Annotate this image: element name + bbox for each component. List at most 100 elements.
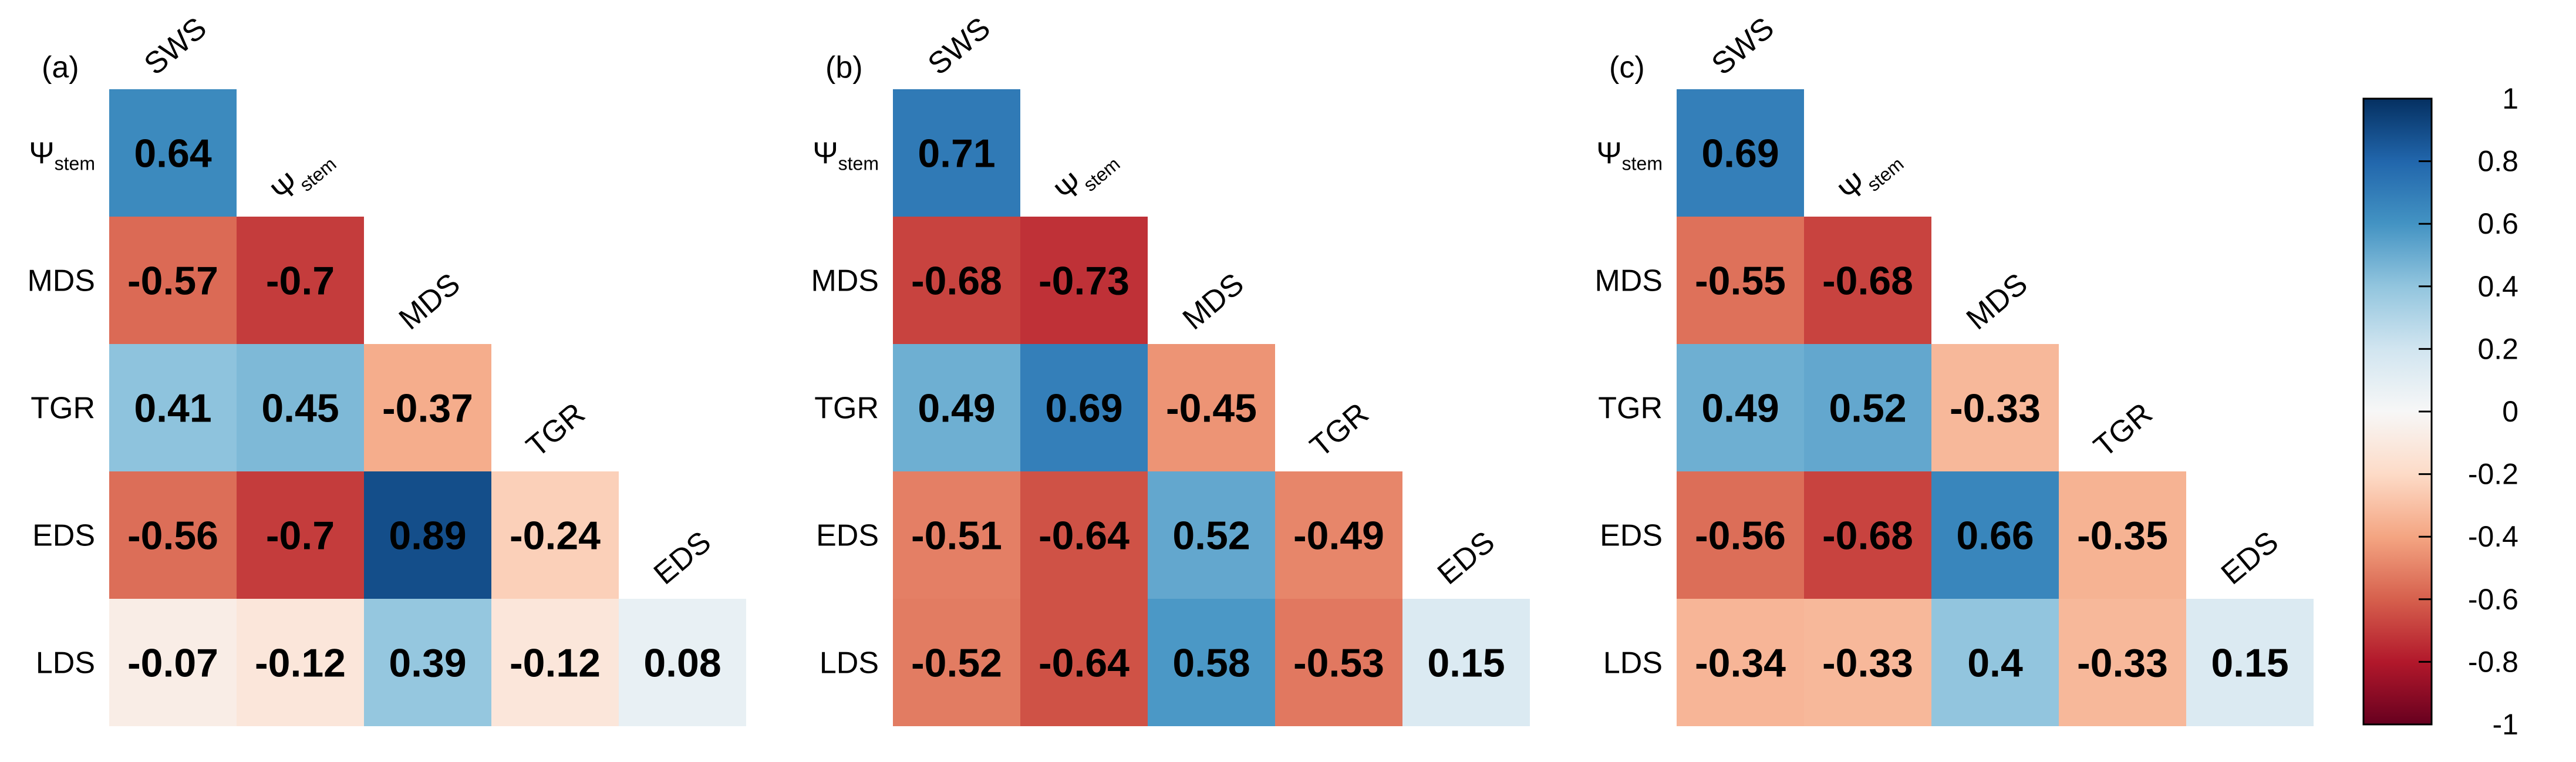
column-label: Ψstem xyxy=(1049,140,1124,212)
column-label: TGR xyxy=(2088,396,2159,464)
cell-value-label: -0.33 xyxy=(1950,386,2041,431)
cell-value-label: -0.33 xyxy=(2077,641,2168,686)
row-label: MDS xyxy=(27,264,95,298)
panel-label: (b) xyxy=(825,50,863,85)
colorbar-tick-label: 0.4 xyxy=(2477,270,2518,303)
row-label: MDS xyxy=(1594,264,1663,298)
row-label: Ψstem xyxy=(29,137,95,174)
cell-value-label: 0.08 xyxy=(643,641,721,686)
colorbar-tick-label: -0.2 xyxy=(2468,458,2518,491)
row-label: Ψstem xyxy=(812,137,879,174)
heatmap-cell xyxy=(1931,471,2059,599)
row-label: TGR xyxy=(1598,392,1663,426)
heatmap-cell xyxy=(109,599,237,726)
row-label: EDS xyxy=(1600,519,1663,553)
heatmap-cell xyxy=(109,217,237,344)
colorbar-tick-label: -1 xyxy=(2493,708,2518,741)
heatmap-cell xyxy=(893,599,1020,726)
column-label: SWS xyxy=(1705,11,1781,82)
column-label: EDS xyxy=(2215,525,2285,591)
heatmap-cell xyxy=(1148,344,1275,471)
heatmap-cell xyxy=(893,471,1020,599)
cell-value-label: -0.12 xyxy=(255,641,346,686)
cell-value-label: -0.56 xyxy=(127,514,218,558)
cell-value-label: -0.7 xyxy=(266,514,335,558)
colorbar-tick-label: 0.8 xyxy=(2477,145,2518,178)
heatmap-cell xyxy=(2059,599,2186,726)
cell-value-label: -0.64 xyxy=(1039,514,1129,558)
heatmap-cell xyxy=(237,471,364,599)
colorbar-tick-label: -0.6 xyxy=(2468,583,2518,616)
cell-value-label: 0.4 xyxy=(1967,641,2023,686)
row-label: LDS xyxy=(820,646,879,680)
column-label: SWS xyxy=(138,11,213,82)
cell-value-label: -0.68 xyxy=(911,259,1002,304)
heatmap-cell xyxy=(1677,599,1804,726)
heatmap-cell xyxy=(1402,599,1530,726)
cell-value-label: 0.52 xyxy=(1172,514,1250,558)
colorbar-tick-label: -0.8 xyxy=(2468,645,2518,678)
colorbar-tick-label: 0.2 xyxy=(2477,332,2518,365)
column-label: Ψstem xyxy=(1833,140,1908,212)
column-label: TGR xyxy=(1304,396,1375,464)
cell-value-label: -0.12 xyxy=(510,641,601,686)
heatmap-cell xyxy=(109,471,237,599)
heatmap-cell xyxy=(1804,599,1931,726)
cell-value-label: -0.35 xyxy=(2077,514,2168,558)
heatmap-cell xyxy=(619,599,746,726)
cell-value-label: 0.58 xyxy=(1172,641,1250,686)
cell-value-label: 0.15 xyxy=(2211,641,2288,686)
heatmap-cell xyxy=(364,344,491,471)
heatmap-cell xyxy=(1931,344,2059,471)
row-label: EDS xyxy=(816,519,879,553)
heatmap-cell xyxy=(2186,599,2314,726)
cell-value-label: 0.89 xyxy=(389,514,466,558)
heatmap-cell xyxy=(1677,344,1804,471)
row-label: LDS xyxy=(36,646,95,680)
heatmap-cell xyxy=(1804,344,1931,471)
cell-value-label: 0.15 xyxy=(1427,641,1505,686)
cell-value-label: -0.57 xyxy=(127,259,218,304)
heatmap-cell xyxy=(1931,599,2059,726)
cell-value-label: -0.33 xyxy=(1822,641,1913,686)
heatmap-cell xyxy=(109,344,237,471)
heatmap-cell xyxy=(491,599,619,726)
row-label: LDS xyxy=(1603,646,1663,680)
heatmap-cell xyxy=(1020,217,1148,344)
heatmap-cell xyxy=(1020,344,1148,471)
column-label: Ψstem xyxy=(265,140,340,212)
cell-value-label: -0.68 xyxy=(1822,259,1913,304)
heatmap-cell xyxy=(2059,471,2186,599)
heatmap-cell xyxy=(364,471,491,599)
heatmap-cell xyxy=(893,344,1020,471)
cell-value-label: -0.45 xyxy=(1166,386,1257,431)
heatmap-cell xyxy=(1677,471,1804,599)
cell-value-label: 0.52 xyxy=(1829,386,1906,431)
cell-value-label: -0.52 xyxy=(911,641,1002,686)
cell-value-label: 0.39 xyxy=(389,641,466,686)
column-label: EDS xyxy=(648,525,717,591)
heatmap-panel-2: (b) 0.71 -0.68 -0.73 0.49 0.69 -0.45 -0.51 -0.64… xyxy=(811,11,1530,726)
cell-value-label: -0.07 xyxy=(127,641,218,686)
heatmap-cell xyxy=(1020,599,1148,726)
heatmap-cell xyxy=(237,344,364,471)
column-label: EDS xyxy=(1431,525,1501,591)
colorbar: 1 0.8 0.6 0.4 0.2 0 -0.2 -0.4 -0.6 -0.8 -1 xyxy=(2362,82,2518,741)
cell-value-label: 0.69 xyxy=(1701,132,1779,176)
row-label: EDS xyxy=(32,519,95,553)
column-label: MDS xyxy=(1176,267,1250,336)
cell-value-label: 0.49 xyxy=(1701,386,1779,431)
heatmap-cell xyxy=(1020,471,1148,599)
row-label: TGR xyxy=(814,392,879,426)
cell-value-label: 0.66 xyxy=(1956,514,2034,558)
cell-value-label: -0.56 xyxy=(1695,514,1786,558)
cell-value-label: 0.41 xyxy=(134,386,211,431)
cell-value-label: -0.55 xyxy=(1695,259,1786,304)
heatmap-cell xyxy=(1677,217,1804,344)
heatmap-cell xyxy=(109,89,237,217)
column-label: TGR xyxy=(520,396,591,464)
row-label: TGR xyxy=(31,392,95,426)
heatmap-cell xyxy=(1677,89,1804,217)
cell-value-label: -0.7 xyxy=(266,259,335,304)
cell-value-label: -0.73 xyxy=(1039,259,1129,304)
